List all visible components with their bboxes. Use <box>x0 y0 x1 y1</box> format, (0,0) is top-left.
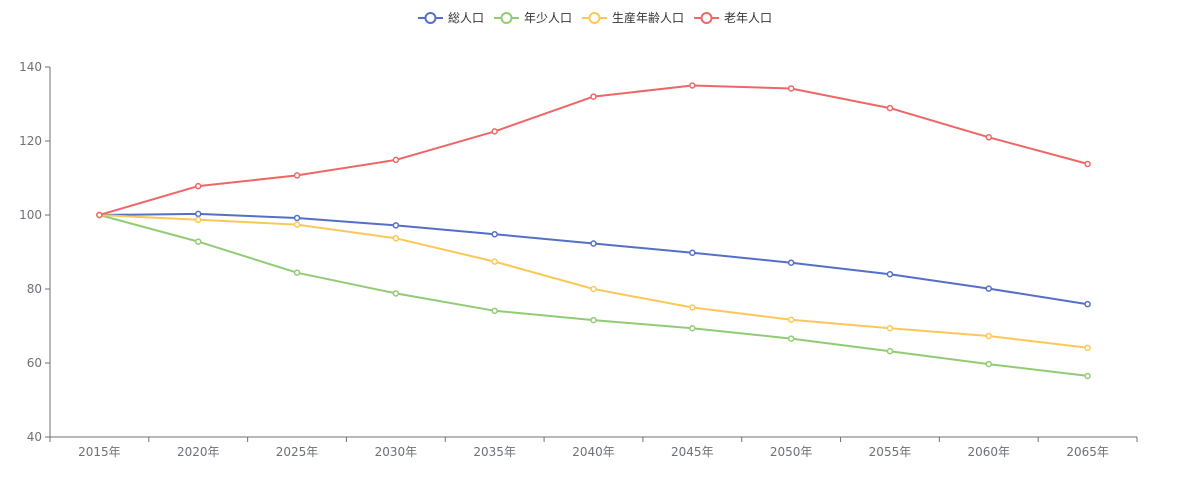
data-point[interactable] <box>985 360 993 368</box>
y-tick-label: 80 <box>27 282 42 296</box>
data-point[interactable] <box>886 104 894 112</box>
data-point[interactable] <box>194 182 202 190</box>
y-tick-label: 140 <box>19 60 42 74</box>
legend-circle-icon <box>500 12 513 24</box>
legend-label: 総人口 <box>448 11 484 25</box>
data-point[interactable] <box>293 221 301 228</box>
x-tick-label: 2045年 <box>671 445 714 459</box>
x-tick-label: 2060年 <box>967 445 1010 459</box>
data-point[interactable] <box>787 85 795 92</box>
series-points <box>96 82 1091 380</box>
y-tick-label: 100 <box>19 208 42 222</box>
x-tick-label: 2040年 <box>572 445 615 459</box>
data-point[interactable] <box>194 216 202 224</box>
data-point[interactable] <box>293 269 301 276</box>
data-point[interactable] <box>491 307 498 315</box>
legend-circle-icon <box>700 12 713 24</box>
data-point[interactable] <box>1084 372 1091 380</box>
data-point[interactable] <box>886 347 894 355</box>
x-tick-label: 2030年 <box>375 445 418 459</box>
data-point[interactable] <box>985 332 993 340</box>
data-point[interactable] <box>689 82 696 89</box>
data-point[interactable] <box>787 316 795 323</box>
legend-circle-icon <box>588 12 601 24</box>
data-point[interactable] <box>985 285 993 292</box>
data-point[interactable] <box>590 240 597 247</box>
x-tick-label: 2020年 <box>177 445 220 459</box>
data-point[interactable] <box>590 93 597 100</box>
data-point[interactable] <box>886 270 894 278</box>
data-point[interactable] <box>392 235 400 242</box>
legend-item[interactable]: 生産年齢人口 <box>582 10 684 25</box>
data-point[interactable] <box>590 316 597 324</box>
data-point[interactable] <box>491 230 498 238</box>
x-tick-label: 2055年 <box>869 445 912 459</box>
data-point[interactable] <box>689 249 696 256</box>
y-tick-label: 60 <box>27 356 42 370</box>
legend-item[interactable]: 総人口 <box>417 11 484 25</box>
data-point[interactable] <box>293 172 301 179</box>
legend-label: 老年人口 <box>724 11 772 25</box>
data-point[interactable] <box>1084 300 1091 308</box>
series-line-3 <box>99 84 1088 216</box>
data-point[interactable] <box>392 156 400 164</box>
data-point[interactable] <box>1084 160 1091 168</box>
data-point[interactable] <box>392 290 400 297</box>
data-point[interactable] <box>194 210 202 218</box>
legend[interactable]: 総人口 年少人口 生産年齢人口 老年人口 <box>417 10 772 25</box>
x-tick-label: 2065年 <box>1066 445 1109 459</box>
data-point[interactable] <box>491 128 498 135</box>
data-point[interactable] <box>96 211 103 219</box>
data-point[interactable] <box>985 134 993 141</box>
x-tick-label: 2015年 <box>78 445 121 459</box>
x-tick-label: 2050年 <box>770 445 813 459</box>
legend-label: 年少人口 <box>524 11 572 25</box>
data-point[interactable] <box>689 304 696 311</box>
data-point[interactable] <box>689 324 696 332</box>
data-point[interactable] <box>886 324 894 332</box>
y-tick-label: 40 <box>27 430 42 444</box>
data-point[interactable] <box>787 335 795 342</box>
x-tick-label: 2025年 <box>276 445 319 459</box>
data-point[interactable] <box>787 259 795 266</box>
y-tick-label: 120 <box>19 134 42 148</box>
legend-label: 生産年齢人口 <box>612 10 684 25</box>
data-point[interactable] <box>293 214 301 222</box>
data-point[interactable] <box>1084 344 1091 352</box>
data-point[interactable] <box>491 258 498 265</box>
data-point[interactable] <box>590 285 597 293</box>
legend-item[interactable]: 年少人口 <box>493 11 572 25</box>
legend-circle-icon <box>424 12 437 24</box>
axes: 40 60 80 100 120 140 2015年 2020年 2025年 2030年 2035年… <box>19 60 1138 459</box>
data-point[interactable] <box>392 222 400 229</box>
legend-item[interactable]: 老年人口 <box>694 11 772 25</box>
data-point[interactable] <box>194 238 202 245</box>
x-tick-label: 2035年 <box>473 445 516 459</box>
series-line-1 <box>99 214 1088 377</box>
series-lines <box>99 84 1088 377</box>
